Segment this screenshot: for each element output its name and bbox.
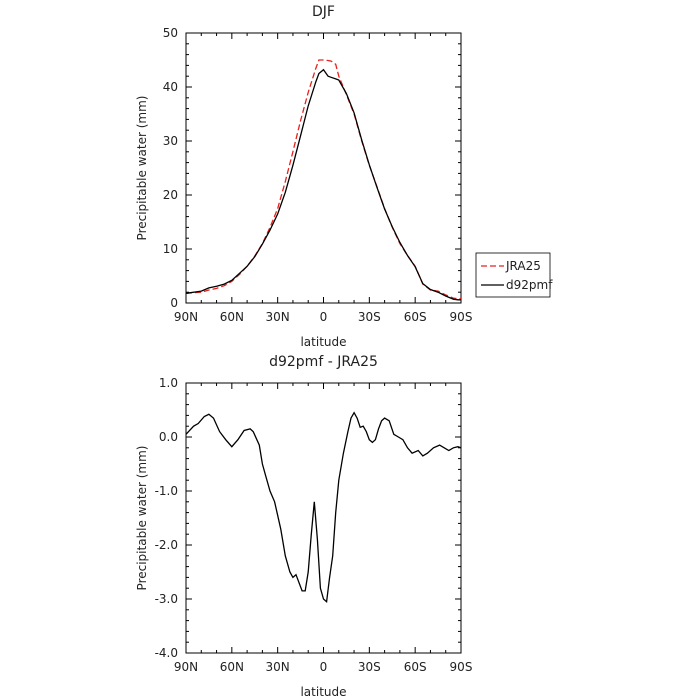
y-tick-label: 30 bbox=[163, 134, 178, 148]
y-tick-label: 0 bbox=[170, 296, 178, 310]
bottom-panel: d92pmf - JRA25 90N 60N 30N 0 30S 60S 90S -4.0 -3.… bbox=[135, 354, 472, 699]
y-tick-label: 50 bbox=[163, 26, 178, 40]
y-tick-label: 20 bbox=[163, 188, 178, 202]
y-tick-label: 40 bbox=[163, 80, 178, 94]
top-panel: DJF 90N 60N 30N 0 30S 60S 90S 0 10 20 30 40 50 latitud… bbox=[135, 4, 553, 349]
x-tick-label: 90N bbox=[174, 310, 198, 324]
x-tick-label: 60S bbox=[404, 310, 427, 324]
x-tick-label: 30S bbox=[358, 310, 381, 324]
x-axis-label: latitude bbox=[300, 685, 346, 699]
x-tick-label: 30S bbox=[358, 660, 381, 674]
y-tick-label: 10 bbox=[163, 242, 178, 256]
x-tick-label: 60N bbox=[220, 310, 244, 324]
y-axis-label: Precipitable water (mm) bbox=[135, 446, 149, 591]
y-tick-label: -3.0 bbox=[155, 592, 178, 606]
x-tick-label: 90N bbox=[174, 660, 198, 674]
x-tick-label: 30N bbox=[266, 660, 290, 674]
x-tick-label: 0 bbox=[320, 310, 328, 324]
series-line-difference bbox=[186, 411, 461, 603]
x-tick-label: 30N bbox=[266, 310, 290, 324]
plot-frame bbox=[185, 382, 462, 654]
y-tick-label: 1.0 bbox=[159, 376, 178, 390]
x-tick-label: 0 bbox=[320, 660, 328, 674]
y-axis-label: Precipitable water (mm) bbox=[135, 96, 149, 241]
chart-title: d92pmf - JRA25 bbox=[269, 354, 378, 370]
y-tick-label: -1.0 bbox=[155, 484, 178, 498]
x-tick-label: 60N bbox=[220, 660, 244, 674]
y-tick-label: -4.0 bbox=[155, 646, 178, 660]
x-tick-label: 90S bbox=[450, 660, 473, 674]
plot-frame bbox=[185, 32, 462, 304]
series-line-d92pmf bbox=[186, 68, 461, 301]
legend-label: JRA25 bbox=[505, 259, 541, 273]
y-tick-label: 0.0 bbox=[159, 430, 178, 444]
x-tick-label: 60S bbox=[404, 660, 427, 674]
series-line-jra25 bbox=[186, 59, 461, 300]
chart-title: DJF bbox=[312, 4, 335, 20]
x-tick-label: 90S bbox=[450, 310, 473, 324]
x-axis-label: latitude bbox=[300, 335, 346, 349]
y-tick-label: -2.0 bbox=[155, 538, 178, 552]
legend-box bbox=[475, 252, 551, 298]
legend-label: d92pmf bbox=[506, 278, 553, 292]
